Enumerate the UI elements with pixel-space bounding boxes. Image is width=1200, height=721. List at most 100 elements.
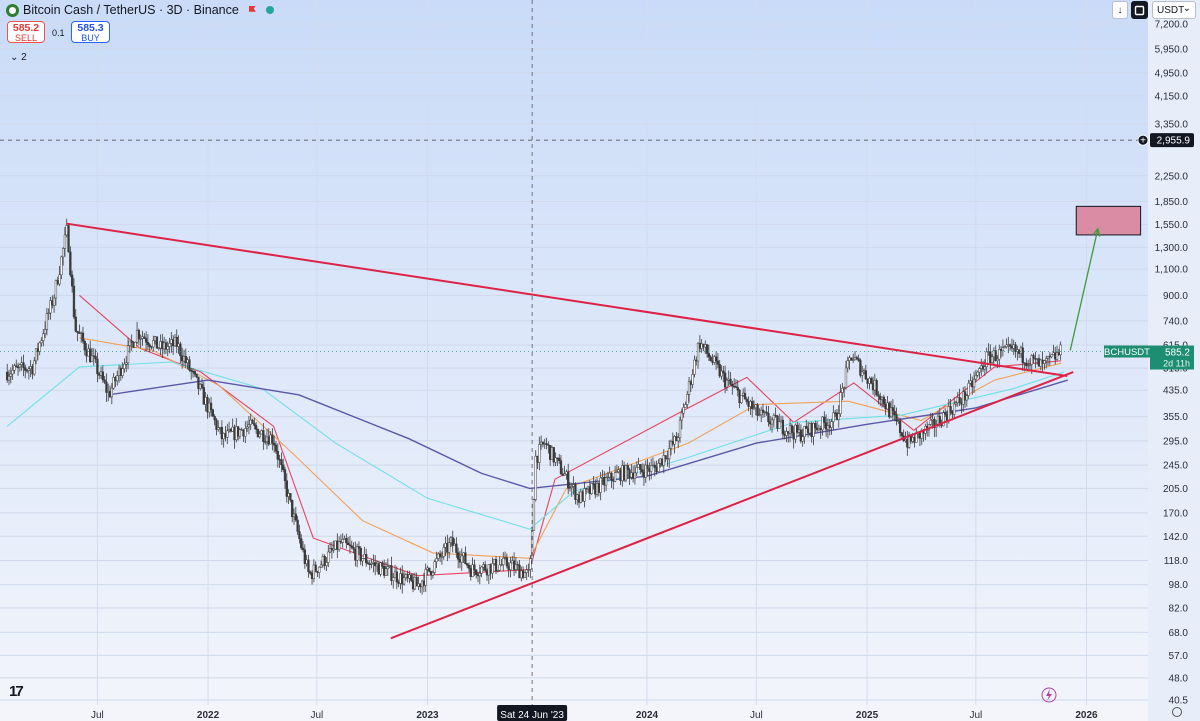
candle-body — [1019, 347, 1023, 354]
candle-body — [962, 391, 965, 405]
candle — [34, 348, 38, 365]
candle-body — [662, 455, 665, 466]
candle — [52, 294, 56, 313]
annotations — [0, 0, 1148, 705]
candle-body — [565, 471, 568, 475]
candle-body — [354, 549, 357, 561]
candle — [758, 408, 761, 417]
download-button[interactable]: ↓ — [1112, 1, 1128, 19]
candle-body — [648, 468, 651, 472]
candle — [778, 413, 781, 429]
candle-body — [85, 349, 88, 357]
candle-body — [365, 554, 368, 564]
candle — [428, 567, 431, 573]
candle-body — [803, 425, 806, 437]
candle — [550, 445, 554, 460]
time-tick-label: Jul — [750, 710, 763, 721]
candle — [1050, 354, 1053, 359]
time-axis[interactable]: Jul 2022 Jul 2023 2024 Jul 2025 Jul 2026 Sat 24 J… — [0, 687, 1182, 721]
candle-body — [9, 373, 12, 377]
candle-body — [657, 463, 660, 472]
candle-body — [556, 457, 559, 459]
candle — [965, 393, 968, 407]
time-axis-background — [0, 705, 1148, 721]
settings-gear-icon[interactable] — [1172, 707, 1182, 717]
flag-icon[interactable] — [249, 6, 258, 15]
lightning-icon[interactable] — [1041, 687, 1057, 703]
candle-body — [494, 559, 498, 572]
candle-body — [215, 419, 218, 430]
candle-body — [336, 540, 339, 550]
symbol-title: Bitcoin Cash / TetherUS · 3D · Binance — [23, 3, 239, 17]
candle-body — [245, 426, 249, 429]
candle — [696, 342, 700, 369]
candle-body — [442, 547, 445, 557]
order-quantity[interactable]: 0.1 — [52, 28, 65, 38]
candle-body — [871, 383, 875, 391]
candle-body — [549, 445, 552, 460]
candle — [296, 515, 299, 536]
candle — [657, 459, 660, 472]
candle — [392, 573, 395, 589]
candle — [812, 422, 815, 446]
sell-price: 585.2 — [12, 22, 40, 34]
candle — [653, 461, 656, 477]
candle-body — [853, 357, 857, 361]
candle-body — [947, 406, 950, 421]
symbol-header[interactable]: Bitcoin Cash / TetherUS · 3D · Binance — [6, 3, 274, 17]
candle-body — [866, 378, 869, 384]
candle-body — [446, 543, 449, 553]
candle-body — [666, 458, 669, 460]
candle-body — [496, 569, 499, 572]
candle-body — [78, 332, 81, 334]
add-alert-icon[interactable] — [1137, 134, 1149, 146]
candle — [545, 437, 548, 450]
candle — [682, 403, 685, 418]
candle — [301, 541, 305, 553]
candle-body — [512, 560, 516, 570]
candle-body — [736, 387, 739, 391]
candle-body — [868, 378, 871, 384]
candle — [381, 560, 384, 569]
candle — [7, 369, 11, 386]
candle — [379, 561, 382, 577]
sell-button[interactable]: 585.2 SELL — [7, 21, 45, 43]
candle — [71, 270, 74, 293]
candle-body — [996, 358, 999, 361]
candle — [830, 418, 833, 435]
candle-body — [998, 348, 1001, 360]
candle-body — [213, 416, 216, 421]
auto-scale-button[interactable] — [1131, 1, 1148, 19]
candle — [146, 334, 150, 350]
candle-body — [368, 563, 371, 565]
candle-body — [790, 425, 794, 433]
candle — [334, 540, 337, 551]
candle-body — [646, 464, 649, 469]
trendline — [65, 222, 1068, 378]
candle-body — [983, 366, 987, 370]
candle-body — [271, 434, 274, 444]
candle — [843, 386, 846, 398]
candle-body — [444, 543, 447, 548]
candle — [502, 552, 505, 572]
candle-body — [274, 444, 278, 452]
candle-body — [942, 412, 945, 427]
symbol-badge-label: BCHUSDT — [1104, 347, 1150, 358]
price-axis[interactable]: 7,200.0 5,950.0 4,950.0 4,150.0 3,350.0 2,250… — [1104, 0, 1200, 721]
buy-button[interactable]: 585.3 BUY — [71, 21, 110, 43]
candle-body — [651, 464, 655, 467]
candle — [298, 524, 301, 544]
candle — [1025, 358, 1028, 371]
candle — [128, 340, 132, 353]
candle — [464, 546, 467, 565]
candle — [83, 339, 86, 356]
currency-select[interactable]: USDT ⌄ — [1152, 1, 1196, 19]
price-tick-label: 4,950.0 — [1155, 68, 1189, 79]
candle-body — [211, 409, 214, 417]
candle-body — [788, 425, 792, 434]
candle-body — [806, 428, 810, 434]
candle — [563, 465, 566, 476]
candle-body — [71, 274, 74, 287]
indicators-toggle[interactable]: ⌄ 2 — [10, 52, 27, 63]
